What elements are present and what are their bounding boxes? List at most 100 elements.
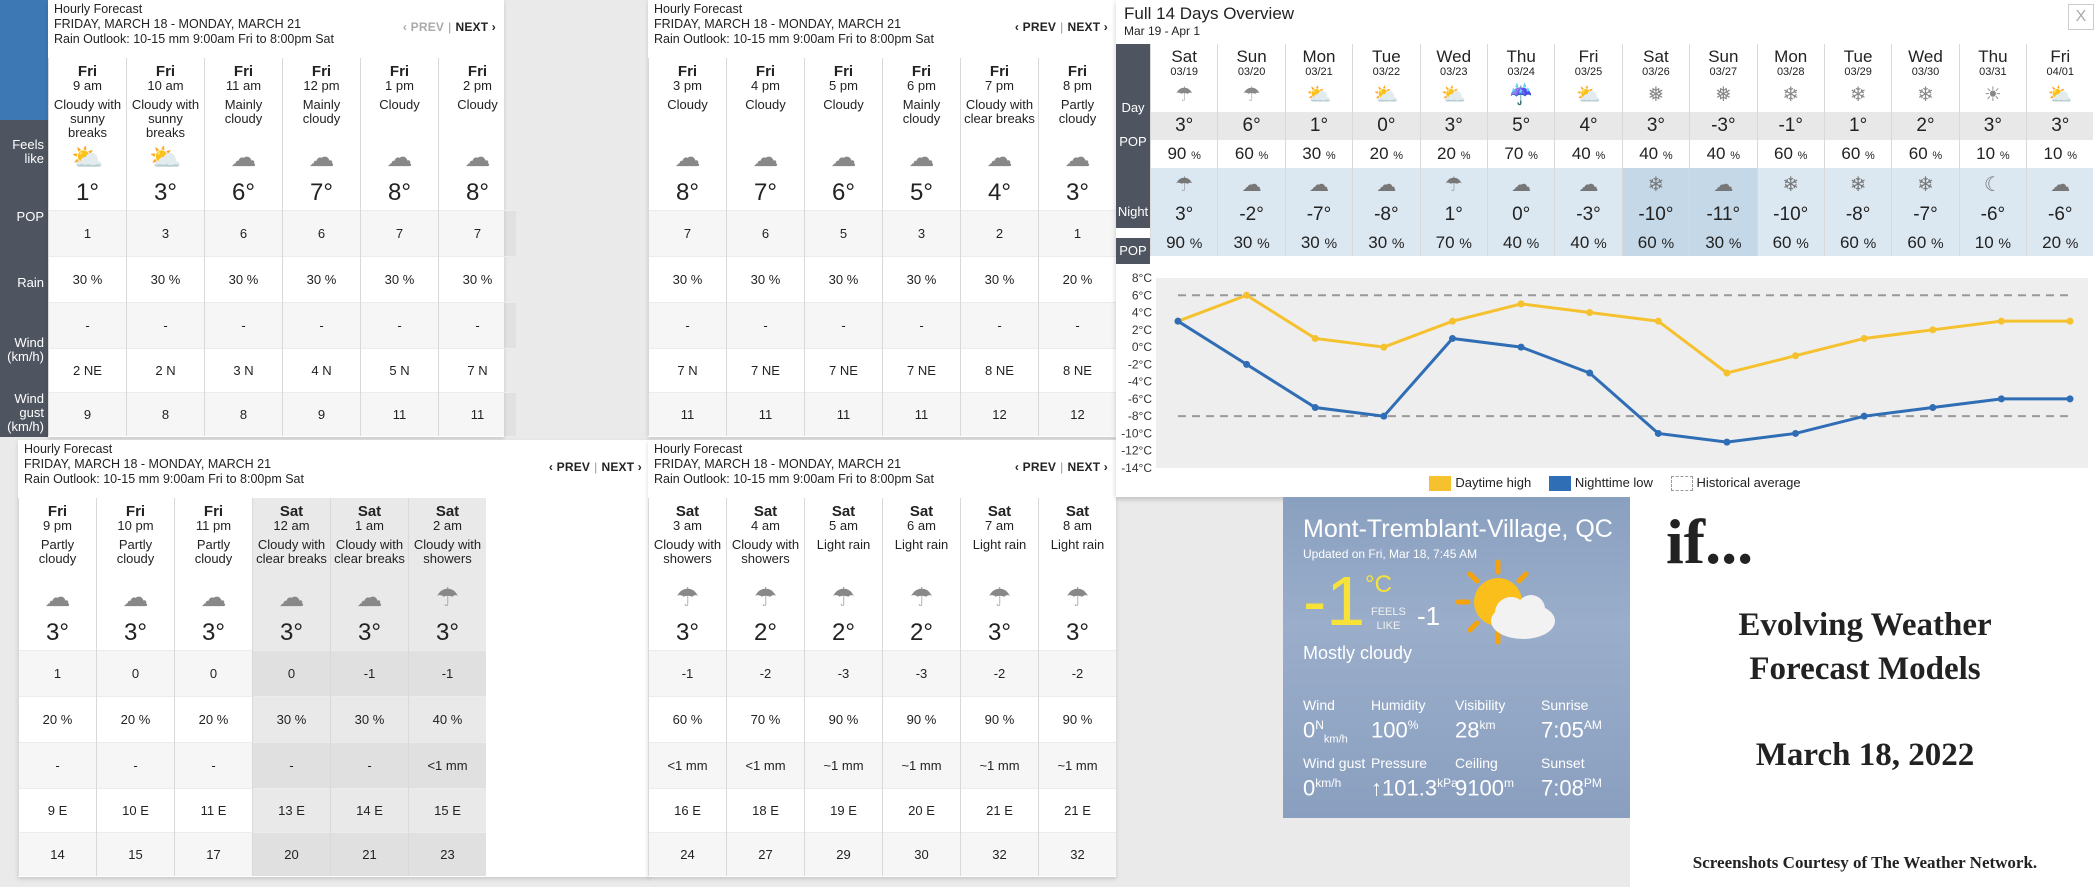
night-pop-value: 30 bbox=[1300, 233, 1320, 252]
overview-day-column: Sat 03/19 ☂ 3° 90 % ☂ 3° 90 % bbox=[1150, 44, 1218, 256]
prev-button[interactable]: ‹ PREV bbox=[1014, 460, 1057, 474]
pop-unit: % bbox=[1257, 236, 1270, 252]
prev-button[interactable]: ‹ PREV bbox=[1014, 20, 1057, 34]
hour-time: 1 am bbox=[355, 518, 384, 533]
hour-pop: 30 % bbox=[961, 256, 1038, 302]
hour-rain: ~1 mm bbox=[961, 742, 1038, 788]
next-button[interactable]: NEXT › bbox=[1067, 460, 1108, 474]
hour-rain: - bbox=[283, 302, 360, 348]
night-pop-value: 30 bbox=[1705, 233, 1725, 252]
hour-rain: - bbox=[127, 302, 204, 348]
hour-time: 8 pm bbox=[1063, 78, 1092, 93]
nighttime-low-point bbox=[1860, 412, 1868, 420]
day-name: Thu bbox=[1978, 47, 2008, 66]
hour-feels: -3 bbox=[805, 650, 882, 696]
hour-wind: 3 N bbox=[205, 348, 282, 392]
hour-column: Sat 1 am Cloudy with clear breaks ☁ 3° -1 30 %… bbox=[330, 498, 408, 876]
day-date: 03/24 bbox=[1507, 66, 1535, 78]
moon-cloud-icon: ☁ bbox=[1353, 168, 1420, 202]
prev-button[interactable]: ‹ PREV bbox=[402, 20, 445, 34]
daytime-high-line bbox=[1177, 293, 2070, 375]
moon-cloud-icon: ☁ bbox=[200, 582, 227, 612]
next-button[interactable]: NEXT › bbox=[601, 460, 642, 474]
temp-unit: °C bbox=[1365, 571, 1392, 598]
hour-day: Sat bbox=[279, 503, 304, 520]
pop-unit: % bbox=[1528, 150, 1538, 162]
hour-day: Sat bbox=[357, 503, 382, 520]
ceiling-stat: Ceiling 9100m bbox=[1455, 755, 1514, 801]
next-button[interactable]: NEXT › bbox=[455, 20, 496, 34]
sun-rain-icon: ☔ bbox=[1508, 84, 1534, 106]
pop-unit: % bbox=[1191, 150, 1201, 162]
hour-rain: - bbox=[175, 742, 252, 788]
hour-time: 5 pm bbox=[829, 78, 858, 93]
hour-pop: 20 % bbox=[19, 696, 96, 742]
day-pop: 40 % bbox=[1623, 140, 1689, 168]
hour-column: Fri 9 am Cloudy with sunny breaks ⛅ 1° 1 30 % -… bbox=[48, 58, 126, 436]
panel-header: Hourly Forecast FRIDAY, MARCH 18 - MONDAY… bbox=[654, 2, 1116, 50]
nighttime-low-point bbox=[2066, 395, 2074, 403]
hour-temp: 6° bbox=[232, 179, 255, 206]
rain-cloud-icon: ☂ bbox=[909, 582, 934, 612]
hour-gust: 9 bbox=[283, 392, 360, 436]
pop-unit: % bbox=[1459, 236, 1472, 252]
hour-rain: - bbox=[805, 302, 882, 348]
pop-unit: % bbox=[1661, 236, 1675, 252]
hour-pop: 30 % bbox=[805, 256, 882, 302]
hour-gust: 32 bbox=[961, 832, 1038, 876]
moon-cloud-icon: ☁ bbox=[278, 582, 305, 612]
hour-condition: Mainly cloudy bbox=[902, 97, 941, 126]
hour-feels: -3 bbox=[883, 650, 960, 696]
panel-header: Hourly Forecast FRIDAY, MARCH 18 - MONDAY… bbox=[54, 2, 504, 50]
sun-cloud-icon: ⛅ bbox=[71, 142, 104, 172]
hour-condition: Mainly cloudy bbox=[224, 97, 263, 126]
pop-unit: % bbox=[1324, 236, 1338, 252]
hour-pop: 20 % bbox=[97, 696, 174, 742]
hour-column: Sat 5 am Light rain ☂ 2° -3 90 % ~1 mm 19 E 29 bbox=[804, 498, 882, 876]
next-button[interactable]: NEXT › bbox=[1067, 20, 1108, 34]
pop-unit: % bbox=[1460, 150, 1471, 162]
daytime-high-point bbox=[1997, 317, 2005, 325]
hour-day: Fri bbox=[677, 63, 698, 80]
night-pop: 40 % bbox=[1555, 230, 1622, 256]
daytime-high-point bbox=[1860, 334, 1868, 342]
day-name: Wed bbox=[1908, 47, 1943, 66]
night-pop: 60 % bbox=[1824, 230, 1892, 256]
hour-wind: 10 E bbox=[97, 788, 174, 832]
hourly-panel-1: Hourly Forecast FRIDAY, MARCH 18 - MONDAY… bbox=[48, 0, 516, 437]
hour-gust: 9 bbox=[49, 392, 126, 436]
night-pop: 10 % bbox=[1959, 230, 2027, 256]
daytime-high-point bbox=[1448, 317, 1456, 325]
hour-gust: 24 bbox=[649, 832, 726, 876]
if-heading: if... bbox=[1666, 506, 1754, 577]
pop-unit: % bbox=[1595, 150, 1606, 162]
night-pop: 30 % bbox=[1218, 230, 1285, 256]
sun-snow-icon: ❅ bbox=[1714, 84, 1732, 106]
snow-cloud-icon: ❄ bbox=[1782, 84, 1800, 106]
hour-gust: 23 bbox=[409, 832, 486, 876]
hour-rain: - bbox=[97, 742, 174, 788]
hour-day: Sat bbox=[831, 503, 856, 520]
legend-avg: Historical average bbox=[1696, 475, 1801, 490]
hour-feels: 0 bbox=[97, 650, 174, 696]
hour-temp: 3° bbox=[436, 619, 459, 646]
day-pop: 30 % bbox=[1286, 140, 1352, 168]
hour-temp: 5° bbox=[910, 179, 933, 206]
day-name: Tue bbox=[1843, 47, 1873, 66]
snow-cloud-icon: ❄ bbox=[1892, 168, 1959, 202]
day-pop-value: 10 bbox=[2043, 144, 2063, 163]
pager: ‹ PREV | NEXT › bbox=[1015, 460, 1108, 474]
panel-date-range: FRIDAY, MARCH 18 - MONDAY, MARCH 21 bbox=[24, 457, 272, 471]
hour-pop: 40 % bbox=[409, 696, 486, 742]
pager-separator: | bbox=[1060, 460, 1064, 474]
day-pop: 60 % bbox=[1892, 140, 1958, 168]
close-button[interactable]: X bbox=[2068, 4, 2094, 30]
day-name: Sat bbox=[1171, 47, 1197, 66]
hour-feels: 7 bbox=[439, 210, 516, 256]
day-high: 6° bbox=[1218, 112, 1285, 140]
hour-condition: Mainly cloudy bbox=[302, 97, 341, 126]
prev-button[interactable]: ‹ PREV bbox=[548, 460, 591, 474]
updated-time: Updated on Fri, Mar 18, 7:45 AM bbox=[1303, 547, 1478, 561]
pop-unit: % bbox=[1865, 150, 1875, 162]
rain-cloud-icon: ☂ bbox=[1242, 84, 1261, 106]
